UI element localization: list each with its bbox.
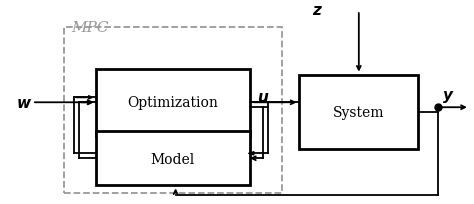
Bar <box>96 69 250 136</box>
Bar <box>300 75 418 149</box>
Text: Optimization: Optimization <box>127 96 218 110</box>
Text: Model: Model <box>151 152 195 166</box>
Text: $\boldsymbol{w}$: $\boldsymbol{w}$ <box>16 95 32 110</box>
Text: System: System <box>333 106 384 120</box>
Text: MPC: MPC <box>72 21 109 35</box>
Text: $\boldsymbol{z}$: $\boldsymbol{z}$ <box>312 3 323 18</box>
Text: $\boldsymbol{y}$: $\boldsymbol{y}$ <box>442 89 454 105</box>
Text: $\boldsymbol{u}$: $\boldsymbol{u}$ <box>256 89 269 104</box>
Bar <box>64 28 282 193</box>
Bar <box>96 131 250 186</box>
